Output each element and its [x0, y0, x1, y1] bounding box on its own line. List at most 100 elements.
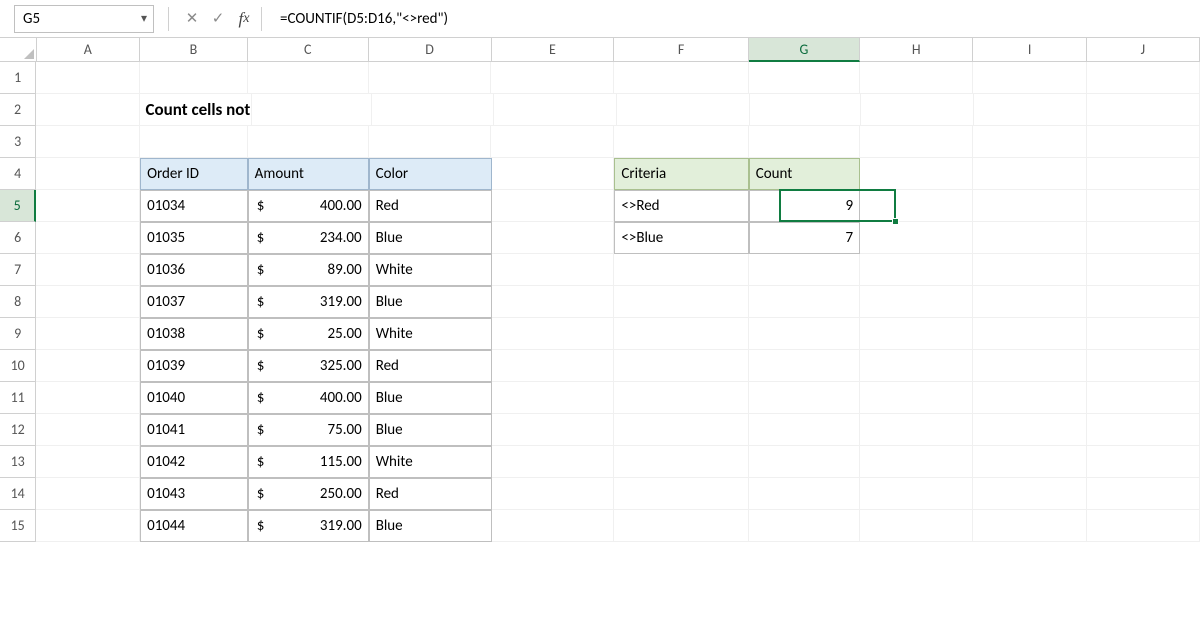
accept-icon[interactable]: ✓: [205, 5, 231, 33]
cell-J6[interactable]: [1087, 222, 1200, 254]
cell-H10[interactable]: [860, 350, 973, 382]
column-header-E[interactable]: E: [492, 38, 615, 62]
cell-D3[interactable]: [369, 126, 492, 158]
cell-B11[interactable]: 01040: [140, 382, 248, 414]
cell-C5[interactable]: $400.00: [248, 190, 369, 222]
row-header-3[interactable]: 3: [0, 126, 36, 158]
cell-F10[interactable]: [614, 350, 748, 382]
cell-J10[interactable]: [1087, 350, 1200, 382]
cell-G8[interactable]: [749, 286, 860, 318]
cell-E14[interactable]: [492, 478, 615, 510]
row-header-12[interactable]: 12: [0, 414, 36, 446]
cell-E5[interactable]: [492, 190, 615, 222]
cell-E4[interactable]: [492, 158, 615, 190]
cell-D7[interactable]: White: [369, 254, 492, 286]
column-header-G[interactable]: G: [749, 38, 860, 62]
cell-E6[interactable]: [492, 222, 615, 254]
cell-D8[interactable]: Blue: [369, 286, 492, 318]
column-header-J[interactable]: J: [1087, 38, 1200, 62]
cell-G12[interactable]: [749, 414, 860, 446]
row-header-8[interactable]: 8: [0, 286, 36, 318]
cell-D9[interactable]: White: [369, 318, 492, 350]
cell-I2[interactable]: [974, 94, 1087, 126]
cell-F1[interactable]: [614, 62, 748, 94]
cell-H1[interactable]: [860, 62, 973, 94]
cell-C13[interactable]: $115.00: [248, 446, 369, 478]
row-header-14[interactable]: 14: [0, 478, 36, 510]
cell-I15[interactable]: [973, 510, 1086, 542]
row-header-1[interactable]: 1: [0, 62, 36, 94]
formula-input[interactable]: =COUNTIF(D5:D16,"<>red"): [266, 5, 1200, 33]
cell-F11[interactable]: [614, 382, 748, 414]
cell-C11[interactable]: $400.00: [248, 382, 369, 414]
cell-G13[interactable]: [749, 446, 860, 478]
cell-H6[interactable]: [860, 222, 973, 254]
cell-I9[interactable]: [973, 318, 1086, 350]
cell-B1[interactable]: [140, 62, 248, 94]
row-header-4[interactable]: 4: [0, 158, 36, 190]
cell-A10[interactable]: [36, 350, 140, 382]
cell-J15[interactable]: [1087, 510, 1200, 542]
cell-G4[interactable]: Count: [749, 158, 860, 190]
cell-B6[interactable]: 01035: [140, 222, 248, 254]
cell-D6[interactable]: Blue: [369, 222, 492, 254]
cell-G10[interactable]: [749, 350, 860, 382]
cell-C15[interactable]: $319.00: [248, 510, 369, 542]
cell-H3[interactable]: [860, 126, 973, 158]
cell-H7[interactable]: [860, 254, 973, 286]
cell-J4[interactable]: [1087, 158, 1200, 190]
row-header-7[interactable]: 7: [0, 254, 36, 286]
cell-J1[interactable]: [1087, 62, 1200, 94]
cell-D15[interactable]: Blue: [369, 510, 492, 542]
cell-F5[interactable]: <>Red: [614, 190, 748, 222]
cell-J12[interactable]: [1087, 414, 1200, 446]
cell-H8[interactable]: [860, 286, 973, 318]
cell-A11[interactable]: [36, 382, 140, 414]
cell-H4[interactable]: [860, 158, 973, 190]
chevron-down-icon[interactable]: ▾: [141, 11, 147, 26]
cell-C2[interactable]: [252, 94, 372, 126]
cell-D5[interactable]: Red: [369, 190, 492, 222]
cell-G9[interactable]: [749, 318, 860, 350]
cell-J3[interactable]: [1087, 126, 1200, 158]
cell-A2[interactable]: [36, 94, 139, 126]
cell-F7[interactable]: [614, 254, 748, 286]
column-header-C[interactable]: C: [248, 38, 369, 62]
cell-C10[interactable]: $325.00: [248, 350, 369, 382]
cell-E10[interactable]: [492, 350, 615, 382]
cell-J2[interactable]: [1087, 94, 1200, 126]
cell-A8[interactable]: [36, 286, 140, 318]
cell-H9[interactable]: [860, 318, 973, 350]
column-header-F[interactable]: F: [614, 38, 748, 62]
cell-D11[interactable]: Blue: [369, 382, 492, 414]
cell-D13[interactable]: White: [369, 446, 492, 478]
cell-B10[interactable]: 01039: [140, 350, 248, 382]
cell-I8[interactable]: [973, 286, 1086, 318]
cell-I11[interactable]: [973, 382, 1086, 414]
cell-F14[interactable]: [614, 478, 748, 510]
cell-G5[interactable]: 9: [749, 190, 860, 222]
cell-H13[interactable]: [860, 446, 973, 478]
cell-B13[interactable]: 01042: [140, 446, 248, 478]
cell-H2[interactable]: [861, 94, 974, 126]
cell-I6[interactable]: [973, 222, 1086, 254]
cell-B5[interactable]: 01034: [140, 190, 248, 222]
cell-G3[interactable]: [749, 126, 860, 158]
cell-I5[interactable]: [973, 190, 1086, 222]
cell-E1[interactable]: [491, 62, 614, 94]
cell-F6[interactable]: <>Blue: [614, 222, 748, 254]
row-header-2[interactable]: 2: [0, 94, 36, 126]
select-all-corner[interactable]: [0, 38, 37, 62]
cell-A9[interactable]: [36, 318, 140, 350]
row-header-11[interactable]: 11: [0, 382, 36, 414]
cell-F3[interactable]: [614, 126, 748, 158]
cell-A1[interactable]: [36, 62, 140, 94]
cell-C8[interactable]: $319.00: [248, 286, 369, 318]
cell-B7[interactable]: 01036: [140, 254, 248, 286]
cell-A7[interactable]: [36, 254, 140, 286]
cell-B3[interactable]: [140, 126, 248, 158]
cell-B4[interactable]: Order ID: [140, 158, 248, 190]
cell-D12[interactable]: Blue: [369, 414, 492, 446]
column-header-H[interactable]: H: [860, 38, 973, 62]
cell-F8[interactable]: [614, 286, 748, 318]
